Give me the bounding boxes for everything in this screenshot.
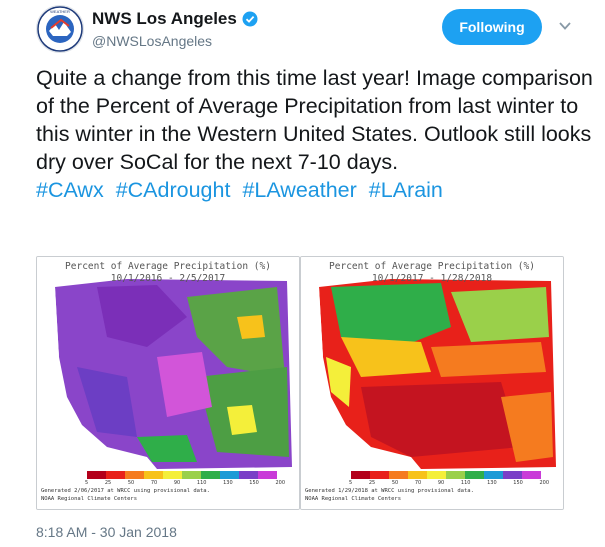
- legend-tick: 70: [150, 480, 158, 486]
- legend-tick: 110: [460, 480, 471, 486]
- legend-swatch: [201, 471, 220, 479]
- hashtag-list: #CAwx #CAdrought #LAweather #LArain: [36, 178, 449, 202]
- legend-ticks: 5 25 50 70 90 110 130 150 200: [349, 480, 549, 486]
- legend-swatch: [503, 471, 522, 479]
- legend-swatch: [522, 471, 541, 479]
- legend-tick: 5: [85, 480, 89, 486]
- tweet-body: Quite a change from this time last year!…: [36, 64, 596, 204]
- legend-swatch: [408, 471, 427, 479]
- legend-swatch: [465, 471, 484, 479]
- map-period: 10/1/2016 - 2/5/2017: [110, 273, 226, 284]
- precip-legend: [87, 471, 277, 479]
- svg-text:WEATHER: WEATHER: [50, 9, 70, 14]
- precip-map-graphic: [301, 257, 563, 509]
- legend-swatch: [446, 471, 465, 479]
- tweet-text: Quite a change from this time last year!…: [36, 66, 593, 174]
- nws-logo-icon: WEATHER: [37, 6, 83, 52]
- legend-swatch: [125, 471, 144, 479]
- map-title: Percent of Average Precipitation (%): [65, 261, 271, 272]
- map-center-note: NOAA Regional Climate Centers: [305, 496, 402, 502]
- legend-ticks: 5 25 50 70 90 110 130 150 200: [85, 480, 285, 486]
- legend-tick: 200: [539, 480, 549, 486]
- hashtag-link[interactable]: #LAweather: [242, 178, 357, 202]
- legend-tick: 200: [275, 480, 285, 486]
- tweet-header: WEATHER NWS Los Angeles @NWSLosAngeles F…: [36, 5, 596, 55]
- legend-tick: 50: [127, 480, 135, 486]
- legend-tick: 25: [368, 480, 376, 486]
- precip-map-2017-2018[interactable]: Percent of Average Precipitation (%) 10/…: [300, 256, 564, 510]
- nws-logo-avatar[interactable]: WEATHER: [36, 5, 84, 53]
- precip-map-2016-2017[interactable]: Percent of Average Precipitation (%) 10/…: [36, 256, 300, 510]
- precip-map-graphic: [37, 257, 299, 509]
- legend-tick: 50: [391, 480, 399, 486]
- legend-swatch: [427, 471, 446, 479]
- hashtag-link[interactable]: #CAdrought: [115, 178, 231, 202]
- legend-tick: 150: [249, 480, 259, 486]
- map-generated-note: Generated 2/06/2017 at WRCC using provis…: [41, 488, 210, 494]
- legend-swatch: [182, 471, 201, 479]
- verified-badge-icon: [242, 11, 258, 27]
- map-period: 10/1/2017 - 1/28/2018: [371, 273, 493, 284]
- legend-swatch: [87, 471, 106, 479]
- legend-tick: 150: [513, 480, 523, 486]
- legend-tick: 90: [437, 480, 445, 486]
- legend-tick: 110: [196, 480, 207, 486]
- precip-legend: [351, 471, 541, 479]
- legend-tick: 130: [223, 480, 233, 486]
- legend-swatch: [389, 471, 408, 479]
- hashtag-link[interactable]: #LArain: [368, 178, 443, 202]
- legend-swatch: [484, 471, 503, 479]
- legend-swatch: [351, 471, 370, 479]
- user-handle[interactable]: @NWSLosAngeles: [92, 33, 213, 49]
- legend-swatch: [163, 471, 182, 479]
- legend-swatch: [220, 471, 239, 479]
- legend-swatch: [370, 471, 389, 479]
- legend-tick: 25: [104, 480, 112, 486]
- map-generated-note: Generated 1/29/2018 at WRCC using provis…: [305, 488, 474, 494]
- tweet-timestamp[interactable]: 8:18 AM - 30 Jan 2018: [36, 524, 177, 540]
- legend-tick: 5: [349, 480, 353, 486]
- legend-tick: 130: [487, 480, 497, 486]
- hashtag-link[interactable]: #CAwx: [36, 178, 104, 202]
- legend-swatch: [258, 471, 277, 479]
- map-title: Percent of Average Precipitation (%): [329, 261, 535, 272]
- map-center-note: NOAA Regional Climate Centers: [41, 496, 138, 502]
- legend-tick: 70: [414, 480, 422, 486]
- legend-swatch: [144, 471, 163, 479]
- following-button[interactable]: Following: [442, 9, 542, 45]
- legend-swatch: [239, 471, 258, 479]
- legend-swatch: [106, 471, 125, 479]
- legend-tick: 90: [173, 480, 181, 486]
- chevron-down-icon[interactable]: [558, 19, 572, 33]
- display-name[interactable]: NWS Los Angeles: [92, 9, 237, 28]
